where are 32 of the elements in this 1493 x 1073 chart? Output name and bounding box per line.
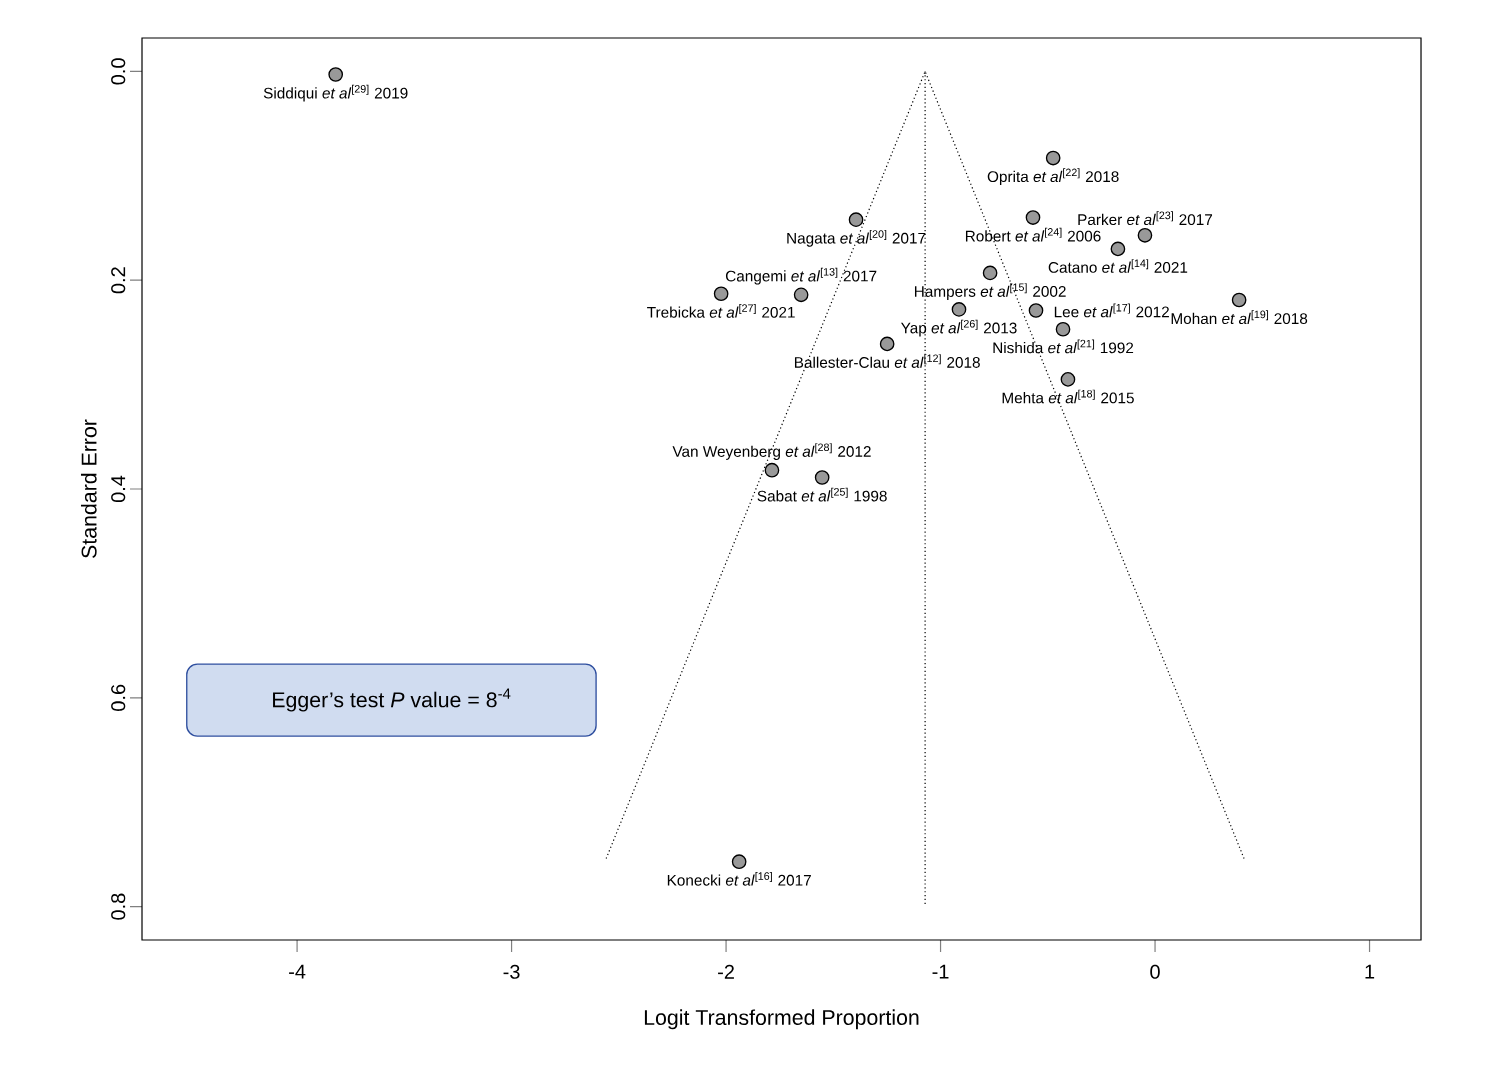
annotation: Hampers et al$^{[15]}$ 2002: [914, 283, 1066, 300]
y-tick-label: 0.8: [111, 893, 126, 920]
x-tick-label: -2: [718, 964, 734, 979]
y-tick-label: 0.0: [111, 58, 126, 85]
annotation: Nagata et al$^{[20]}$ 2017: [787, 229, 926, 247]
y-axis-title: Standard Error: [80, 419, 97, 558]
y-tick-label: 0.2: [111, 267, 126, 294]
annotation: Nishida et al$^{[21]}$ 1992: [993, 339, 1134, 354]
annotation: Trebicka et al$^{[27]}$ 2021: [647, 304, 795, 318]
annotation: Mohan et al$^{[19]}$ 2018: [1171, 310, 1308, 325]
x-tick-label: 1: [1365, 964, 1375, 979]
annotation: Oprita et al$^{[22]}$ 2018: [987, 168, 1119, 186]
x-tick-label: -3: [503, 964, 520, 979]
annotation: Egger’s test P value = 8$^{-4}$: [273, 688, 511, 712]
annotation: Mehta et al$^{[18]}$ 2015: [1002, 389, 1134, 404]
x-tick-label: -1: [932, 964, 949, 979]
annotation: Robert et al$^{[24]}$ 2006: [965, 227, 1101, 242]
annotation: Parker et al$^{[23]}$ 2017: [1078, 211, 1213, 226]
x-axis-title: Logit Transformed Proportion: [644, 1009, 919, 1030]
annotation: Ballester-Clau et al$^{[12]}$ 2018: [794, 354, 980, 368]
annotation: Van Weyenberg et al$^{[28]}$ 2012: [672, 443, 871, 460]
annotation: Lee et al$^{[17]}$ 2012: [1054, 303, 1169, 318]
y-tick-label: 0.6: [111, 684, 126, 711]
annotation: Siddiqui et al$^{[29]}$ 2019: [263, 84, 408, 102]
x-tick-label: 0: [1150, 964, 1160, 979]
x-tick-label: -4: [289, 964, 306, 979]
annotation: Yap et al$^{[26]}$ 2013: [901, 319, 1017, 337]
annotation: Catano et al$^{[14]}$ 2021: [1048, 259, 1188, 273]
annotation: Sabat et al$^{[25]}$ 1998: [757, 487, 887, 502]
annotation: Konecki et al$^{[16]}$ 2017: [667, 871, 811, 886]
annotation: Cangemi et al$^{[13]}$ 2017: [725, 267, 877, 285]
y-tick-label: 0.4: [111, 475, 126, 503]
